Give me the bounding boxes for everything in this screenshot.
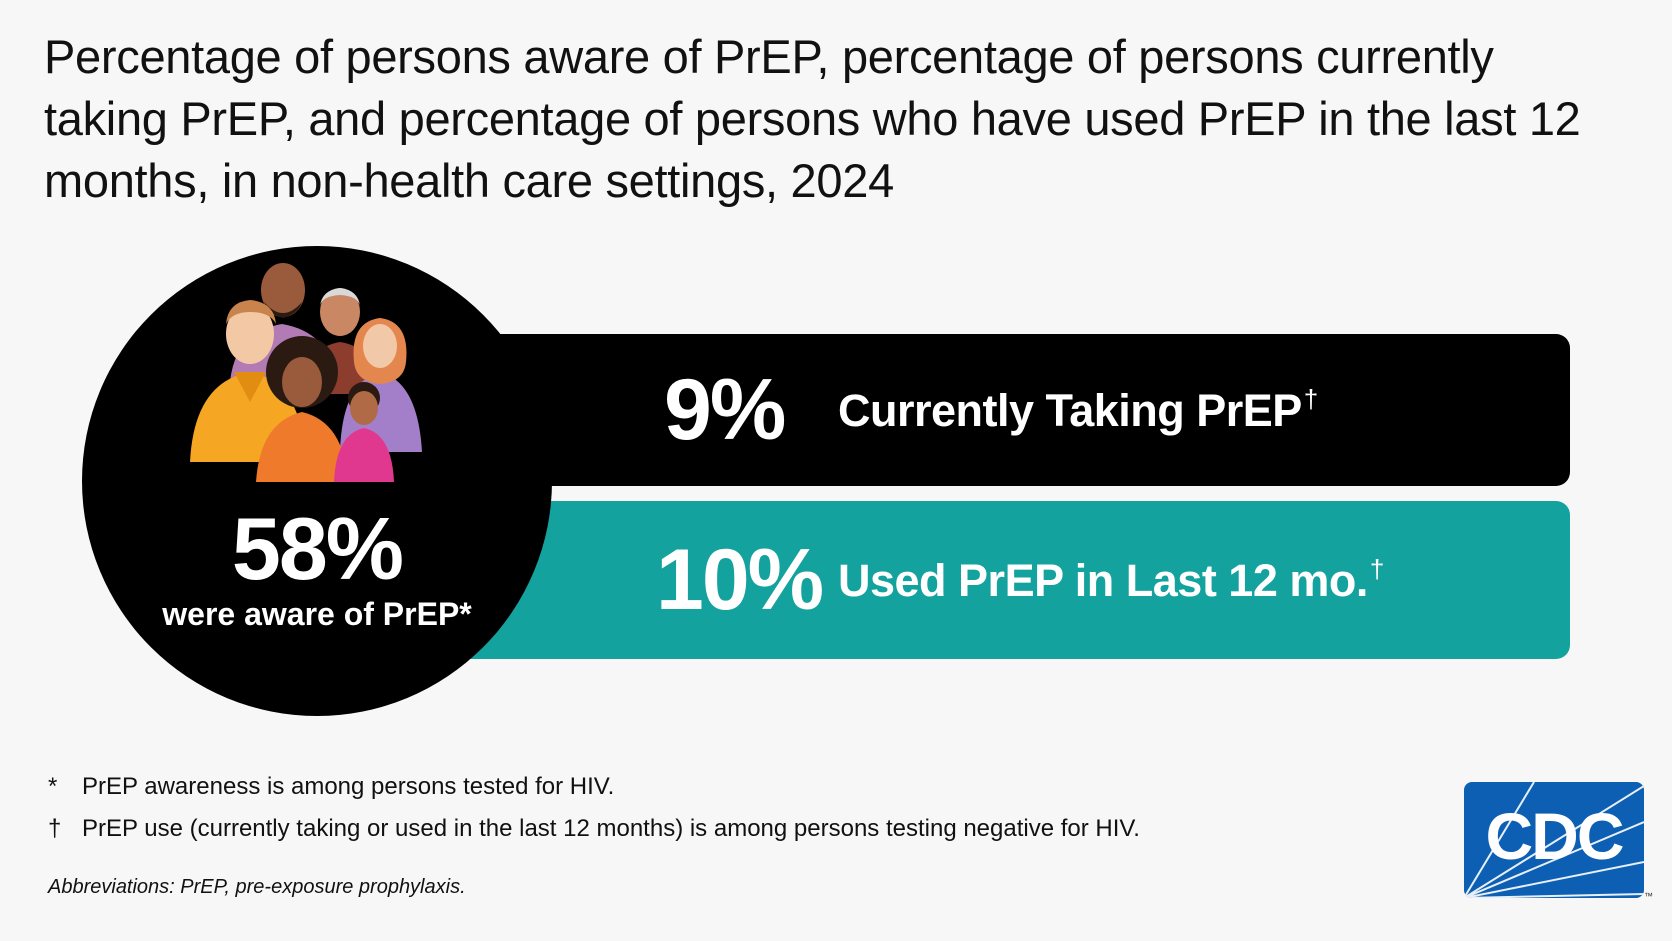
stat-value-aware: 58% xyxy=(231,499,404,598)
footnote-text: PrEP awareness is among persons tested f… xyxy=(82,773,615,800)
awareness-circle: 58% were aware of PrEP* xyxy=(82,246,552,716)
abbreviations-note: Abbreviations: PrEP, pre-exposure prophy… xyxy=(48,876,466,898)
stat-label-currently-taking: Currently Taking PrEP† xyxy=(838,383,1318,436)
footnote-use: † PrEP use (currently taking or used in … xyxy=(48,815,1140,843)
group-of-people-icon xyxy=(190,263,422,482)
cdc-logo: CDC xyxy=(1464,782,1644,898)
footnote-text: PrEP use (currently taking or used in th… xyxy=(82,815,1140,842)
stat-bar-currently-taking: 9% Currently Taking PrEP† xyxy=(420,334,1570,486)
footnote-symbol: † xyxy=(48,815,62,842)
footnote-awareness: * PrEP awareness is among persons tested… xyxy=(48,773,614,801)
stat-label-used-last-12-months: Used PrEP in Last 12 mo.† xyxy=(838,553,1384,606)
trademark-mark: ™ xyxy=(1644,891,1653,901)
stat-value-used-last-12-months: 10% xyxy=(656,531,824,628)
stat-bar-used-last-12-months: 10% Used PrEP in Last 12 mo.† xyxy=(420,501,1570,659)
logo-rays-icon xyxy=(1464,782,1644,898)
stat-label-aware: were aware of PrEP* xyxy=(162,596,472,632)
page-title: Percentage of persons aware of PrEP, per… xyxy=(44,30,1581,207)
logo-text: CDC xyxy=(1485,799,1625,873)
stat-value-currently-taking: 9% xyxy=(664,361,786,458)
footnote-symbol: * xyxy=(48,773,58,800)
